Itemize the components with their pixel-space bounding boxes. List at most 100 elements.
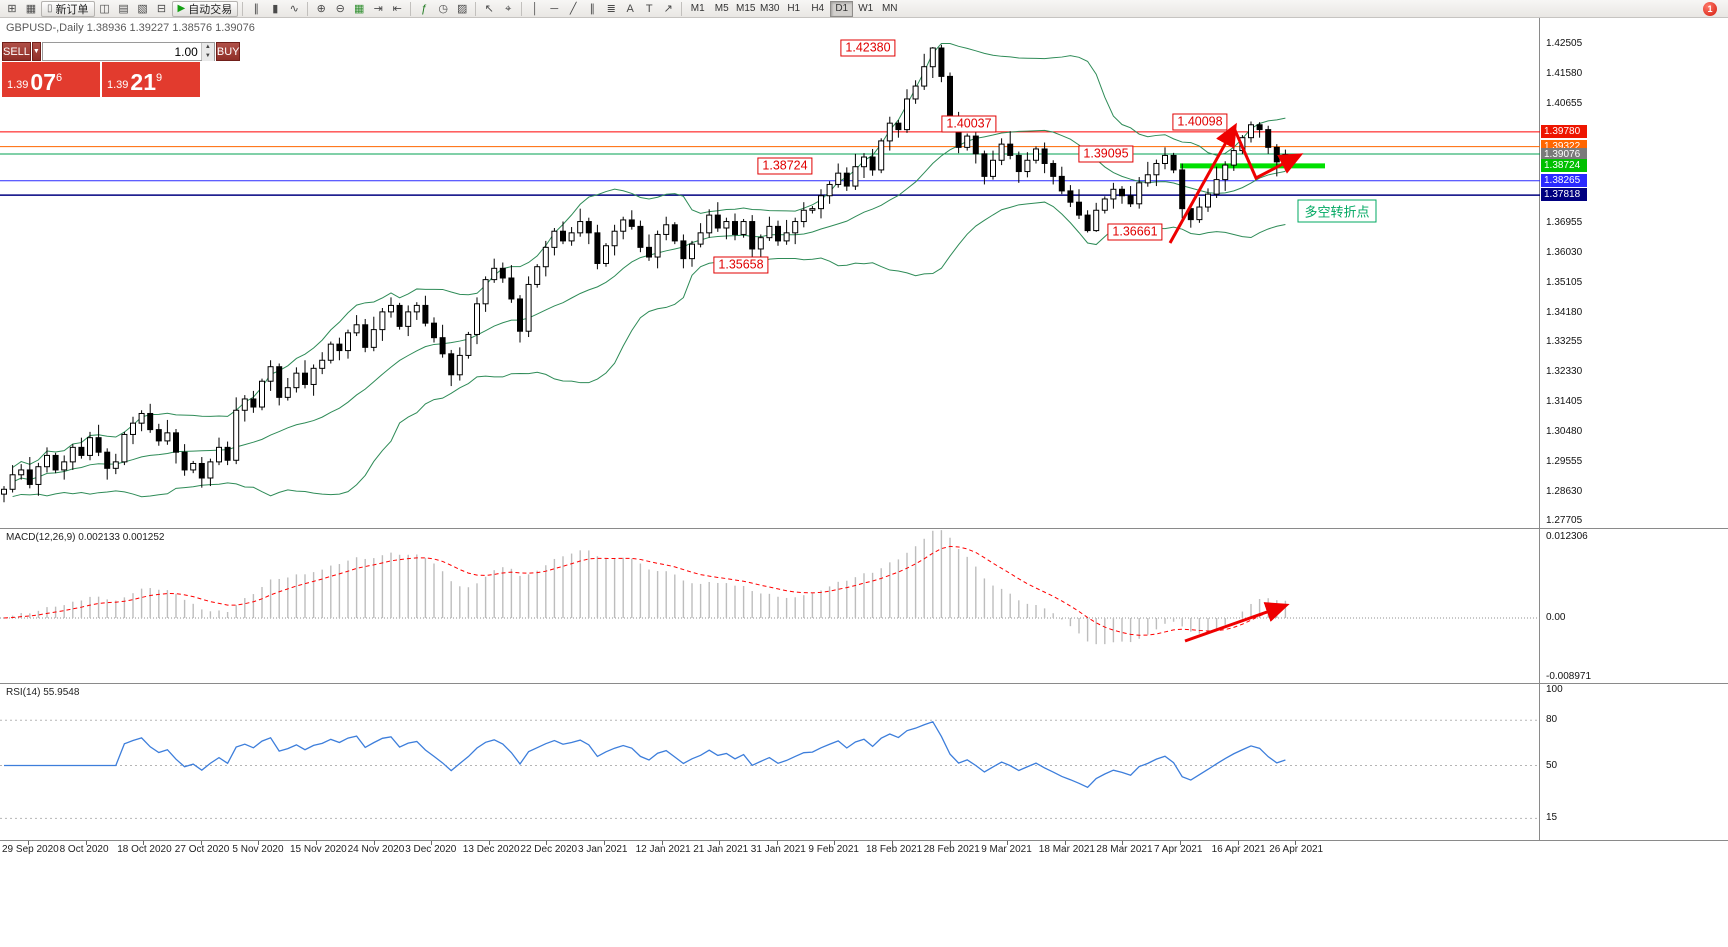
vertical-line-icon[interactable]: │ (526, 1, 544, 17)
date-label: 5 Nov 2020 (232, 844, 284, 855)
timeframe-M5[interactable]: M5 (710, 1, 733, 17)
timeframe-D1[interactable]: D1 (830, 0, 854, 17)
zoom-out-icon[interactable]: ⊖ (331, 1, 349, 17)
quote-header: GBPUSD-,Daily 1.38936 1.39227 1.38576 1.… (6, 22, 255, 34)
price-annotation[interactable]: 1.39095 (1078, 145, 1134, 163)
date-tick (143, 841, 145, 845)
fibonacci-icon[interactable]: ≣ (602, 1, 620, 17)
bid-price-button[interactable]: 1.39 07 6 (2, 62, 100, 97)
price-annotation[interactable]: 1.42380 (840, 39, 896, 57)
price-annotation[interactable]: 1.36661 (1107, 223, 1163, 241)
autotrading-button[interactable]: ▶ 自动交易 (171, 0, 239, 17)
price-scale-label: 1.31405 (1546, 396, 1583, 408)
date-label: 22 Dec 2020 (520, 844, 578, 855)
buy-button[interactable]: BUY (215, 42, 241, 61)
macd-scale-label: -0.008971 (1546, 671, 1592, 683)
date-label: 13 Dec 2020 (462, 844, 520, 855)
navigator-icon[interactable]: ▧ (134, 1, 152, 17)
timeframe-H1[interactable]: H1 (782, 1, 805, 17)
auto-scroll-icon[interactable]: ⇥ (369, 1, 387, 17)
cursor-icon[interactable]: ↖ (480, 1, 498, 17)
date-label: 18 Oct 2020 (117, 844, 172, 855)
date-label: 3 Jan 2021 (578, 844, 628, 855)
notifications-icon[interactable]: 1 (1703, 1, 1717, 16)
toolbar-separator (410, 1, 412, 16)
price-scale-label: 1.28630 (1546, 485, 1583, 497)
rsi-scale-label: 50 (1546, 759, 1558, 771)
date-label: 21 Jan 2021 (693, 844, 749, 855)
candlestick-chart-icon[interactable]: ▮ (266, 1, 284, 17)
date-label: 28 Mar 2021 (1096, 844, 1153, 855)
timeframe-MN[interactable]: MN (878, 1, 901, 17)
price-annotation[interactable]: 1.40098 (1172, 113, 1228, 131)
data-window-icon[interactable]: ▤ (115, 1, 133, 17)
main-chart-pane[interactable]: 1.42380 1.40037 1.40098 1.39095 1.38724 1.366… (0, 18, 1540, 528)
rsi-scale[interactable]: 100 80 50 15 (1540, 683, 1728, 840)
macd-scale-label: 0.012306 (1546, 530, 1588, 542)
ask-price-button[interactable]: 1.39 21 9 (102, 62, 200, 97)
volume-stepper[interactable]: ▲ ▼ (200, 43, 214, 61)
horizontal-line-icon[interactable]: ─ (545, 1, 563, 17)
macd-pane[interactable]: MACD(12,26,9) 0.002133 0.001252 (0, 528, 1540, 683)
zoom-in-icon[interactable]: ⊕ (312, 1, 330, 17)
bar-chart-icon[interactable]: ∥ (247, 1, 265, 17)
periods-icon[interactable]: ◷ (434, 1, 452, 17)
indicators-icon[interactable]: ƒ (415, 1, 433, 17)
volume-up-icon[interactable]: ▲ (201, 43, 214, 52)
sell-button[interactable]: SELL (2, 42, 31, 61)
toolbar: ⊞ ▦ ▯ 新订单 ◫ ▤ ▧ ⊟ ▶ 自动交易 ∥ ▮ ∿ ⊕ ⊖ ▦ ⇥ ⇤ ƒ ◷ ▨ ↖ ⌖ │ ─ ╱ ∥ ≣ A T ↗ M1 M5… (0, 0, 1728, 18)
date-label: 29 Sep 2020 (2, 844, 59, 855)
volume-down-icon[interactable]: ▼ (201, 52, 214, 61)
date-tick (1064, 841, 1066, 845)
timeframe-W1[interactable]: W1 (854, 1, 877, 17)
bid-price-sup: 6 (56, 72, 63, 84)
rsi-pane[interactable]: RSI(14) 55.9548 (0, 683, 1540, 840)
ask-price-big: 21 (130, 69, 157, 95)
price-scale-label: 1.36030 (1546, 246, 1583, 258)
tile-windows-icon[interactable]: ▦ (350, 1, 368, 17)
order-options-dropdown[interactable]: ▼ (31, 42, 41, 61)
date-tick (1007, 841, 1009, 845)
timeframe-M1[interactable]: M1 (686, 1, 709, 17)
timeframe-M15[interactable]: M15 (734, 1, 757, 17)
date-label: 31 Jan 2021 (750, 844, 806, 855)
trendline-icon[interactable]: ╱ (564, 1, 582, 17)
date-tick (892, 841, 893, 845)
text-icon[interactable]: A (621, 1, 639, 17)
rsi-scale-label: 100 (1546, 684, 1563, 696)
ask-price-prefix: 1.39 (107, 79, 129, 91)
toolbar-separator (681, 1, 683, 16)
macd-label: MACD(12,26,9) 0.002133 0.001252 (6, 532, 165, 543)
price-annotation[interactable]: 1.35658 (713, 256, 769, 274)
date-axis[interactable]: 29 Sep 2020 8 Oct 2020 18 Oct 2020 27 Oct 2… (0, 840, 1728, 857)
profiles-icon[interactable]: ▦ (22, 1, 40, 17)
templates-icon[interactable]: ▨ (453, 1, 471, 17)
date-label: 12 Jan 2021 (635, 844, 691, 855)
channel-icon[interactable]: ∥ (583, 1, 601, 17)
line-chart-icon[interactable]: ∿ (285, 1, 303, 17)
date-label: 15 Nov 2020 (290, 844, 347, 855)
price-annotation[interactable]: 1.38724 (757, 157, 813, 175)
volume-input[interactable] (42, 43, 201, 60)
terminal-icon[interactable]: ⊟ (153, 1, 171, 17)
price-level-box: 1.39076 (1541, 147, 1587, 161)
chart-shift-icon[interactable]: ⇤ (388, 1, 406, 17)
price-annotation[interactable]: 1.40037 (941, 115, 997, 133)
timeframe-H4[interactable]: H4 (806, 1, 829, 17)
text-label-icon[interactable]: T (640, 1, 658, 17)
crosshair-icon[interactable]: ⌖ (499, 1, 517, 17)
market-watch-icon[interactable]: ◫ (96, 1, 114, 17)
ask-price-sup: 9 (156, 72, 163, 84)
turning-point-note[interactable]: 多空转折点 (1297, 199, 1377, 223)
timeframe-M30[interactable]: M30 (758, 1, 781, 17)
new-order-button[interactable]: ▯ 新订单 (41, 0, 95, 17)
macd-scale[interactable]: 0.012306 0.00 -0.008971 (1540, 528, 1728, 683)
arrows-icon[interactable]: ↗ (659, 1, 677, 17)
new-chart-icon[interactable]: ⊞ (3, 1, 21, 17)
date-tick (1122, 841, 1124, 845)
date-label: 18 Feb 2021 (866, 844, 923, 855)
price-scale-label: 1.30480 (1546, 425, 1583, 437)
date-tick (488, 841, 490, 845)
new-order-button-glyph: ▯ (47, 3, 53, 14)
price-scale[interactable]: 1.42505 1.41580 1.40655 1.36955 1.36030 1.351… (1540, 18, 1728, 528)
